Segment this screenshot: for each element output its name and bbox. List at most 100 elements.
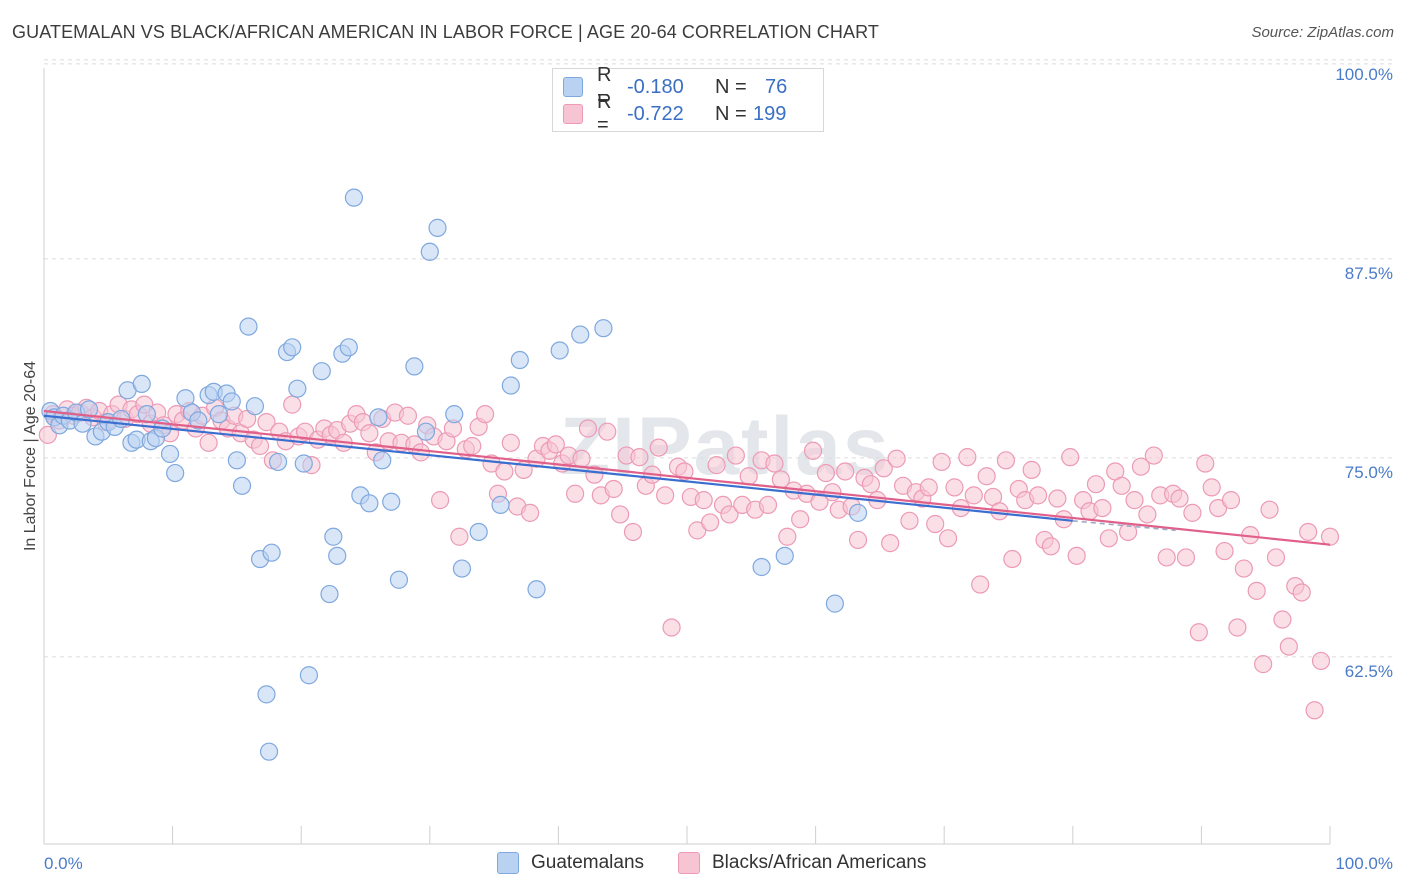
data-point-blacks	[475, 405, 495, 424]
data-point-guatemalans	[416, 422, 436, 441]
data-point-blacks	[604, 479, 623, 499]
data-point-blacks	[1125, 491, 1144, 510]
tick-labels: 100.0% 87.5% 75.0% 62.5% 0.0% 100.0% In Labor …	[22, 65, 1393, 873]
data-point-blacks	[199, 433, 218, 452]
data-point-blacks	[250, 436, 270, 456]
legend-row-guatemalans: R = -0.180 N = 76	[563, 64, 787, 109]
data-point-blacks	[430, 491, 450, 510]
data-point-guatemalans	[382, 492, 401, 511]
legend-label-guatemalans: Guatemalans	[531, 852, 645, 873]
data-point-guatemalans	[594, 319, 613, 338]
data-point-guatemalans	[79, 400, 99, 419]
legend-item-guatemalans[interactable]: Guatemalans	[497, 852, 644, 874]
data-point-blacks	[861, 475, 880, 494]
data-point-blacks	[1234, 559, 1253, 578]
data-point-blacks	[1048, 489, 1067, 508]
data-point-blacks	[1202, 478, 1221, 497]
data-point-guatemalans	[752, 557, 771, 577]
data-point-blacks	[945, 478, 964, 497]
data-point-blacks	[1196, 454, 1215, 473]
data-point-blacks	[701, 513, 720, 532]
data-point-blacks	[1041, 537, 1061, 556]
legend-r-label: R =	[597, 64, 612, 109]
data-point-blacks	[1176, 548, 1196, 567]
legend-swatch-guatemalans	[563, 77, 583, 97]
data-point-blacks	[1170, 489, 1189, 508]
data-point-blacks	[1022, 460, 1041, 479]
data-point-guatemalans	[288, 379, 307, 398]
data-point-guatemalans	[389, 570, 409, 589]
data-point-blacks	[778, 527, 797, 546]
data-point-blacks	[694, 491, 713, 510]
data-point-guatemalans	[259, 742, 279, 761]
y-axis-title: In Labor Force | Age 20-64	[22, 361, 39, 551]
legend-swatch-blacks	[678, 852, 700, 874]
data-point-guatemalans	[825, 594, 844, 613]
data-point-blacks	[1254, 655, 1273, 674]
data-point-blacks	[1157, 548, 1176, 567]
data-point-blacks	[257, 413, 276, 432]
data-point-blacks	[521, 503, 540, 522]
data-point-guatemalans	[501, 376, 520, 395]
data-point-guatemalans	[550, 341, 569, 360]
data-point-blacks	[964, 486, 983, 505]
data-point-guatemalans	[320, 584, 339, 604]
data-point-blacks	[1099, 529, 1118, 548]
data-point-blacks	[1247, 581, 1266, 600]
data-point-guatemalans	[209, 405, 228, 424]
data-point-guatemalans	[283, 338, 302, 357]
data-point-blacks	[572, 449, 591, 468]
data-point-blacks	[1003, 549, 1022, 569]
data-point-blacks	[450, 527, 469, 546]
legend-n-label: N =	[715, 102, 747, 125]
data-point-blacks	[1061, 448, 1080, 467]
x-tick-label: 0.0%	[44, 854, 83, 873]
data-point-blacks	[1292, 583, 1311, 602]
series-blacks-african-americans	[38, 395, 1340, 720]
data-point-blacks	[1028, 486, 1048, 505]
data-point-blacks	[739, 467, 758, 486]
data-point-blacks	[566, 484, 585, 503]
data-point-blacks	[932, 452, 951, 472]
data-point-blacks	[996, 451, 1016, 470]
y-tick-label: 62.5%	[1345, 662, 1393, 681]
data-point-blacks	[816, 463, 835, 483]
data-point-blacks	[971, 575, 990, 594]
data-point-blacks	[1311, 651, 1331, 671]
legend-item-blacks[interactable]: Blacks/African Americans	[678, 852, 926, 874]
data-point-guatemalans	[294, 454, 313, 473]
data-point-blacks	[810, 492, 829, 511]
data-point-blacks	[360, 424, 379, 443]
data-point-guatemalans	[189, 411, 208, 430]
chart-title: GUATEMALAN VS BLACK/AFRICAN AMERICAN IN …	[12, 22, 879, 42]
data-point-blacks	[1266, 548, 1286, 567]
data-point-blacks	[1144, 446, 1163, 465]
data-point-blacks	[919, 478, 938, 497]
legend-swatch-guatemalans	[497, 852, 519, 874]
gridlines	[44, 59, 1392, 658]
data-point-blacks	[463, 436, 482, 456]
data-point-guatemalans	[510, 350, 529, 370]
data-point-blacks	[726, 446, 745, 465]
data-point-guatemalans	[328, 546, 347, 565]
data-point-blacks	[1086, 475, 1106, 494]
data-point-blacks	[836, 462, 855, 481]
data-point-blacks	[546, 435, 565, 454]
data-point-guatemalans	[227, 451, 246, 470]
data-point-blacks	[1260, 500, 1279, 519]
trend-line-blacks	[43, 409, 1331, 546]
data-point-blacks	[1320, 527, 1340, 546]
data-point-blacks	[1067, 546, 1086, 565]
data-point-guatemalans	[257, 685, 276, 704]
data-point-guatemalans	[166, 463, 185, 483]
data-point-blacks	[598, 422, 617, 441]
data-point-blacks	[765, 454, 784, 473]
trend-lines	[43, 409, 1331, 546]
data-point-guatemalans	[344, 188, 364, 207]
y-tick-label: 100.0%	[1335, 65, 1393, 84]
data-point-blacks	[791, 510, 810, 529]
data-point-blacks	[611, 505, 630, 524]
data-point-guatemalans	[469, 522, 488, 542]
data-point-blacks	[1131, 457, 1151, 476]
data-point-guatemalans	[232, 476, 252, 495]
